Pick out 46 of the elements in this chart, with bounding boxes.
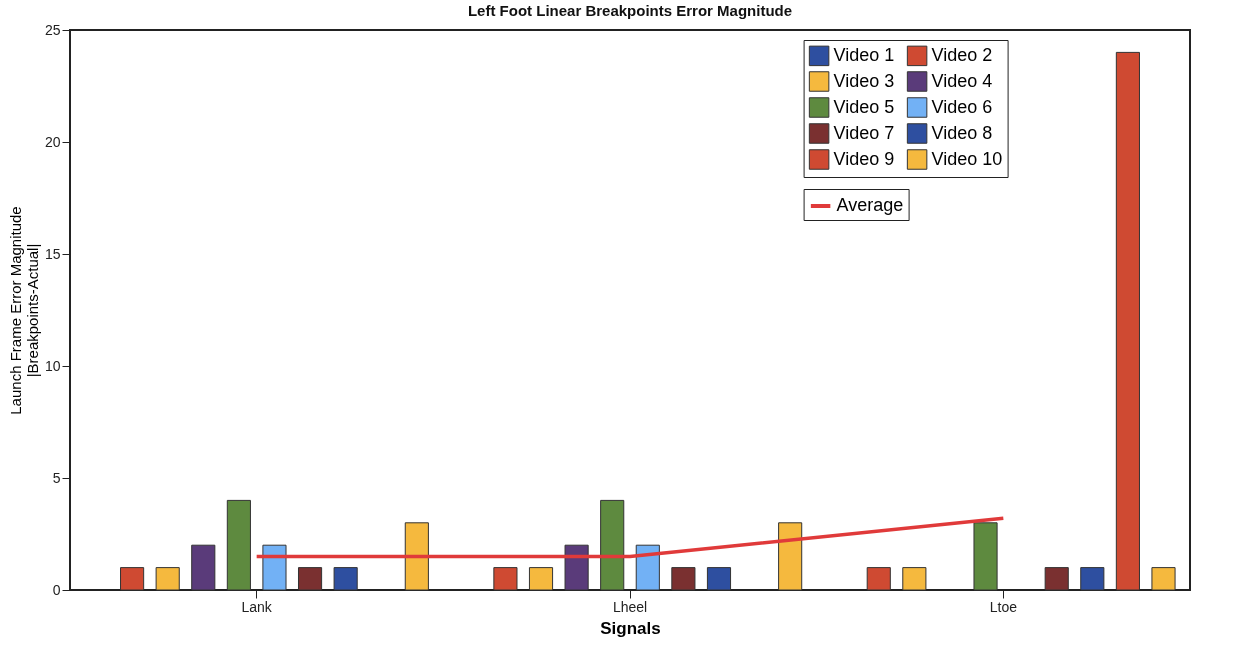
- bar: [404, 522, 429, 591]
- bar: [333, 567, 358, 591]
- x-axis-title: Signals: [600, 618, 661, 638]
- x-tick-label: Ltoe: [989, 598, 1018, 615]
- x-tick-label: Lheel: [612, 598, 648, 615]
- y-axis-title: Launch Frame Error Magnitude |Breakpoints-Actual|: [6, 206, 41, 415]
- legend-label: Video 7: [833, 122, 895, 143]
- y-tick-label: 25: [44, 21, 61, 38]
- legend-label: Video 2: [931, 44, 993, 65]
- y-tick-label: 10: [44, 357, 61, 374]
- legend-label: Video 8: [931, 122, 993, 143]
- y-tick-label: 5: [52, 469, 61, 486]
- bar: [635, 544, 660, 591]
- y-tick-label: 15: [44, 245, 61, 262]
- bar: [120, 567, 145, 591]
- legend-label: Video 10: [931, 148, 1003, 169]
- bar: [297, 567, 323, 591]
- y-tick-label: 0: [52, 581, 61, 598]
- bar: [1151, 567, 1176, 591]
- bar: [262, 544, 287, 591]
- bar: [866, 567, 891, 591]
- bar: [155, 567, 180, 591]
- legend-label: Video 3: [833, 70, 895, 91]
- bar: [226, 499, 251, 591]
- bar: [528, 567, 554, 591]
- y-tick-label: 20: [44, 133, 61, 150]
- bar: [706, 567, 732, 591]
- bar: [1080, 567, 1105, 591]
- bar: [1044, 567, 1069, 591]
- x-tick-label: Lank: [241, 598, 273, 615]
- bar: [973, 522, 998, 591]
- legend-label: Video 1: [833, 44, 895, 65]
- bar: [564, 544, 589, 591]
- legend-label: Video 4: [931, 70, 993, 91]
- bar: [671, 567, 696, 591]
- legend-label: Average: [836, 195, 904, 215]
- bar: [1115, 51, 1140, 591]
- bar: [191, 544, 216, 591]
- legend-label: Video 9: [833, 148, 895, 169]
- bar: [778, 522, 803, 591]
- legend-label: Video 5: [833, 96, 895, 117]
- bar: [902, 567, 927, 591]
- chart-title: Left Foot Linear Breakpoints Error Magnitude: [467, 2, 793, 19]
- bar: [493, 567, 518, 591]
- legend-label: Video 6: [931, 96, 993, 117]
- bar: [600, 499, 625, 591]
